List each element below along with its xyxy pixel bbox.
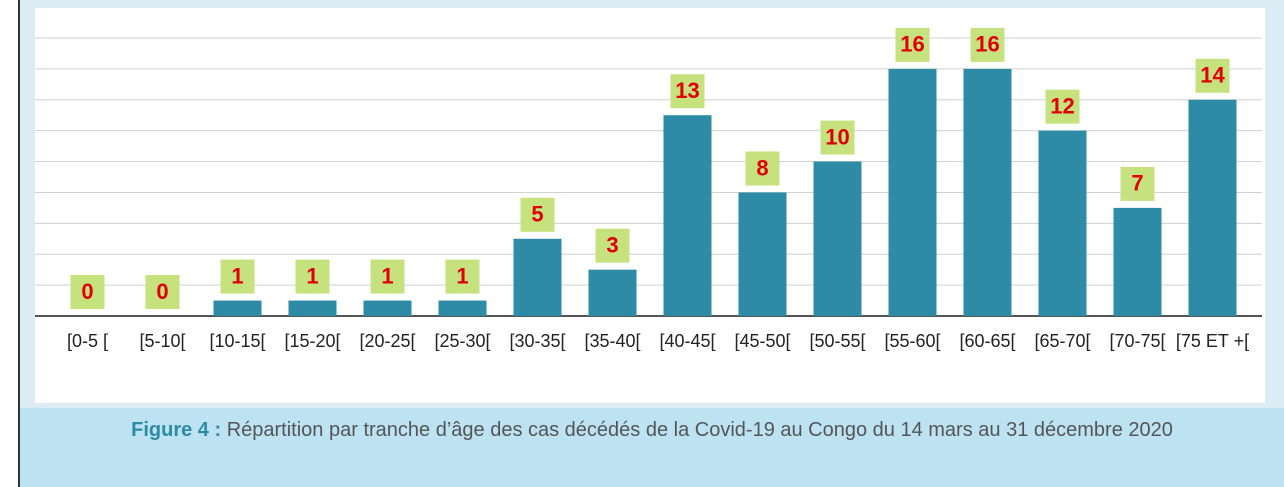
data-label-box <box>970 27 1005 62</box>
data-label: 8 <box>756 155 768 180</box>
data-label: 3 <box>606 232 618 257</box>
data-label-box <box>520 197 555 232</box>
bar <box>363 300 412 316</box>
data-label: 1 <box>381 263 393 288</box>
data-label: 16 <box>975 32 999 57</box>
bar <box>1188 99 1237 317</box>
x-tick-label: [30-35[ <box>509 331 566 351</box>
data-label-box <box>670 74 705 109</box>
x-tick-label: [70-75[ <box>1109 331 1166 351</box>
data-label: 12 <box>1050 93 1074 118</box>
bar <box>1038 130 1087 316</box>
data-label-box <box>745 151 780 186</box>
x-tick-label: [15-20[ <box>284 331 341 351</box>
data-label-box <box>220 259 255 294</box>
x-tick-label: [25-30[ <box>434 331 491 351</box>
chart: 0 0 1 1 1 1 5 3 13 8 10 16 16 12 7 14 <box>35 8 1265 403</box>
data-label: 7 <box>1131 171 1143 196</box>
data-label-box <box>895 27 930 62</box>
bar <box>1113 207 1162 316</box>
x-tick-label: [60-65[ <box>959 331 1016 351</box>
x-tick-label: [20-25[ <box>359 331 416 351</box>
data-label-box <box>820 120 855 155</box>
x-tick-label: [50-55[ <box>809 331 866 351</box>
data-label: 16 <box>900 32 924 57</box>
data-label-box <box>70 275 105 309</box>
data-label: 10 <box>825 124 849 149</box>
caption: Figure 4 : Répartition par tranche d’âge… <box>18 408 1284 487</box>
data-label: 0 <box>81 279 93 304</box>
data-label: 1 <box>306 263 318 288</box>
data-label: 0 <box>156 279 168 304</box>
bar <box>738 192 787 316</box>
chart-title: Répartition par tranche d’âge des cas dé… <box>226 419 1173 441</box>
data-label-box <box>1195 58 1230 93</box>
bar <box>888 68 937 316</box>
bar <box>438 300 487 316</box>
bar <box>588 269 637 316</box>
bar <box>513 238 562 316</box>
x-tick-label: [35-40[ <box>584 331 641 351</box>
x-tick-label: [10-15[ <box>209 331 266 351</box>
x-tick-label: [45-50[ <box>734 331 791 351</box>
x-tick-label: [55-60[ <box>884 331 941 351</box>
data-label-box <box>370 259 405 294</box>
x-tick-label: [0-5 [ <box>66 331 109 351</box>
data-label-box <box>595 228 630 263</box>
bar <box>288 300 337 316</box>
data-label-box <box>1045 89 1080 124</box>
data-label: 13 <box>675 78 699 103</box>
data-label-box <box>295 259 330 294</box>
x-tick-label: [65-70[ <box>1034 331 1091 351</box>
bar <box>813 161 862 316</box>
data-label-box <box>1120 166 1155 201</box>
x-tick-label: [75 ET +[ <box>1175 331 1250 351</box>
bar <box>963 68 1012 316</box>
bar <box>663 115 712 316</box>
x-tick-label: [5-10[ <box>139 331 186 351</box>
data-label-box <box>445 259 480 294</box>
data-label: 14 <box>1200 63 1225 88</box>
figure-label: Figure 4 : <box>131 419 222 441</box>
data-label-box <box>145 275 180 309</box>
data-label: 1 <box>456 263 468 288</box>
data-label: 1 <box>231 263 243 288</box>
bar <box>213 300 262 316</box>
x-tick-label: [40-45[ <box>659 331 716 351</box>
data-label: 5 <box>531 202 543 227</box>
